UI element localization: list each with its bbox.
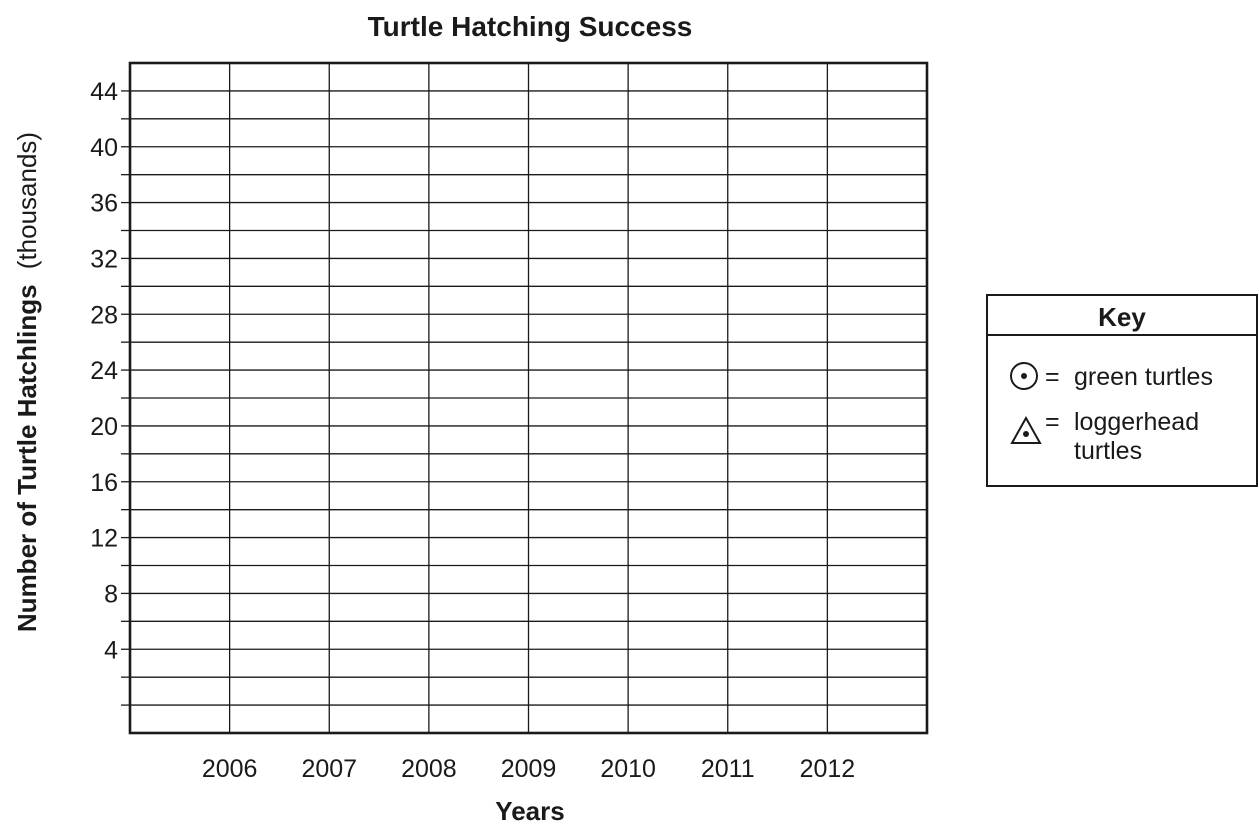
y-axis-title-unit: (thousands) [12,132,42,269]
legend-title: Key [1098,302,1146,332]
x-tick-label: 2011 [701,755,755,783]
x-tick-label: 2008 [401,755,457,783]
y-axis-title: Number of Turtle Hatchlings (thousands) [12,132,42,632]
x-tick-label: 2012 [800,755,856,783]
legend: Key = green turtles = loggerhead turtles [986,294,1258,487]
x-tick-label: 2010 [600,755,656,783]
y-tick-label: 8 [104,580,118,608]
legend-box [986,294,1258,487]
x-tick-label: 2007 [301,755,357,783]
legend-equals-1: = [1045,363,1060,391]
y-tick-label: 44 [90,78,118,106]
y-tick-label: 28 [90,301,118,329]
y-tick-labels: 4 8 12 16 20 24 28 32 36 40 44 [90,78,118,664]
legend-label-loggerhead-line2: turtles [1074,437,1142,465]
x-axis-title: Years [495,796,564,824]
legend-entry-loggerhead-turtles: = loggerhead turtles [1010,408,1199,465]
y-tick-label: 32 [90,245,118,273]
triangle-dot-icon [1010,415,1042,444]
y-tick-label: 12 [90,525,118,553]
y-axis-title-main: Number of Turtle Hatchlings [12,284,42,632]
y-tick-label: 4 [104,636,118,664]
plot-frame [128,61,929,735]
y-tick-label: 16 [90,469,118,497]
x-tick-label: 2009 [501,755,557,783]
y-tick-label: 24 [90,357,118,385]
chart-title: Turtle Hatching Success [368,11,693,42]
x-tick-labels: 2006 2007 2008 2009 2010 2011 2012 [202,755,855,783]
circle-dot-icon [1010,362,1038,390]
legend-entry-green-turtles: = green turtles [1010,362,1213,391]
y-tick-label: 20 [90,413,118,441]
y-tick-label: 40 [90,134,118,162]
x-tick-label: 2006 [202,755,258,783]
legend-label-green-turtles: green turtles [1074,363,1213,391]
grid [121,63,927,733]
legend-label-loggerhead-line1: loggerhead [1074,408,1199,436]
legend-equals-2: = [1045,408,1060,436]
y-tick-label: 36 [90,190,118,218]
